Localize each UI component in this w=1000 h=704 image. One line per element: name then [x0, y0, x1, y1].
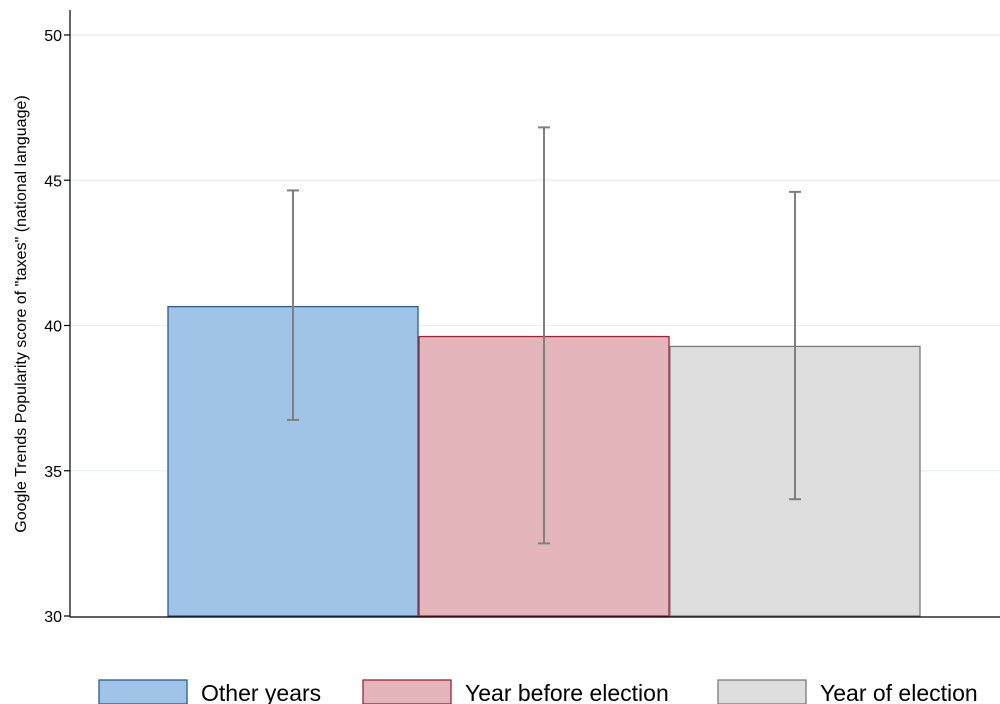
error-bar [538, 126, 550, 545]
y-tick-label: 50 [44, 28, 62, 45]
legend-label: Year before election [465, 680, 669, 704]
error-bars [287, 126, 801, 545]
legend-item: Other years [98, 679, 321, 704]
legend-item: Year before election [362, 679, 669, 704]
y-ticks: 30 35 40 45 50 [44, 28, 70, 626]
legend-swatch [362, 679, 452, 704]
legend-item: Year of election [717, 679, 978, 704]
error-bar [287, 189, 299, 421]
y-axis-label: Google Trends Popularity score of "taxes… [13, 95, 30, 532]
legend-label: Year of election [820, 680, 978, 704]
axes [69, 10, 1000, 618]
y-tick-label: 45 [44, 173, 62, 190]
y-tick-label: 30 [44, 609, 62, 626]
legend-swatch [717, 679, 807, 704]
error-bar [789, 190, 801, 501]
y-tick-label: 35 [44, 464, 62, 481]
legend: Other years Year before election Year of e… [98, 679, 978, 704]
legend-label: Other years [201, 680, 321, 704]
y-tick-label: 40 [44, 319, 62, 336]
legend-swatch [98, 679, 188, 704]
